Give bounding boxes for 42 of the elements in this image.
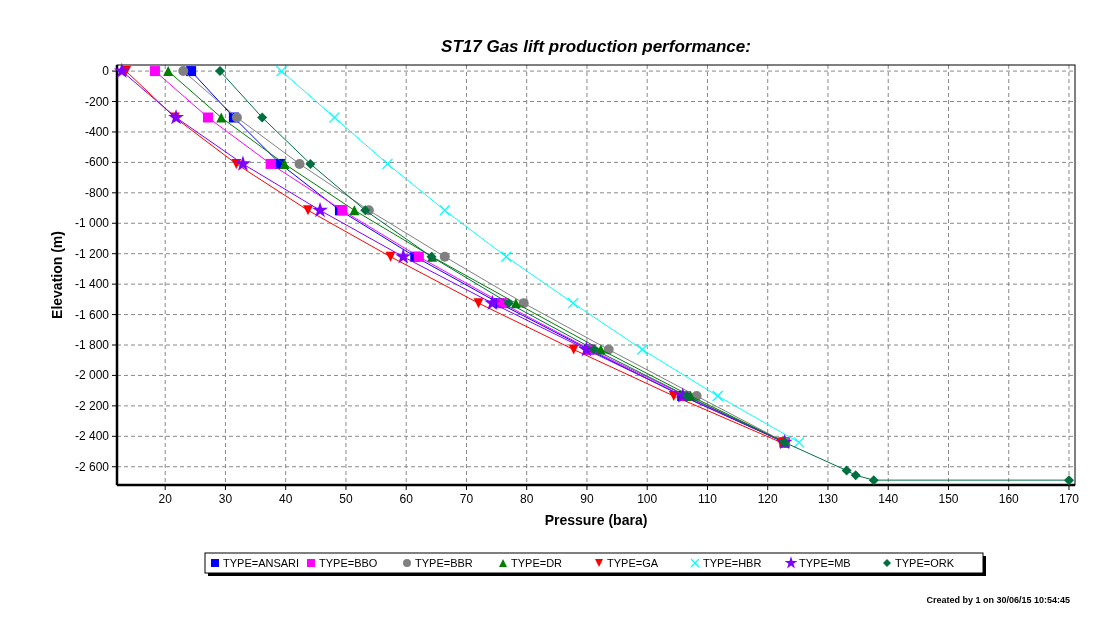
x-tick-label: 90	[580, 492, 594, 506]
legend-label: TYPE=BBO	[319, 557, 378, 569]
y-tick-label: -2 000	[74, 368, 110, 383]
chart-title: ST17 Gas lift production performance:	[441, 37, 751, 56]
y-axis-title: Elevation (m)	[49, 231, 65, 319]
legend-label: TYPE=ANSARI	[223, 557, 300, 569]
x-tick-label: 110	[697, 492, 718, 506]
x-axis-title: Pressure (bara)	[544, 512, 648, 528]
x-tick-label: 20	[158, 492, 173, 506]
y-tick-label: 0	[102, 64, 110, 79]
x-tick-label: 160	[998, 492, 1020, 506]
legend-label: TYPE=MB	[799, 557, 851, 569]
y-tick-label: -1 200	[74, 246, 110, 261]
x-tick-label: 130	[817, 492, 839, 506]
legend-label: TYPE=BBR	[415, 557, 473, 569]
x-tick-label: 170	[1058, 492, 1080, 506]
y-tick-label: -200	[84, 94, 110, 109]
y-tick-label: -2 200	[74, 398, 110, 413]
x-tick-label: 100	[637, 492, 658, 506]
legend-label: TYPE=DR	[511, 557, 563, 569]
x-tick-label: 30	[218, 492, 233, 506]
x-tick-label: 150	[938, 492, 959, 506]
y-tick-label: -800	[84, 185, 110, 200]
y-tick-label: -2 600	[74, 459, 110, 474]
x-tick-label: 50	[339, 492, 353, 506]
x-tick-label: 120	[757, 492, 779, 506]
legend-label: TYPE=GA	[607, 557, 659, 569]
x-tick-label: 140	[878, 492, 899, 506]
y-tick-label: -400	[84, 124, 110, 139]
legend-label: TYPE=HBR	[703, 557, 762, 569]
x-tick-label: 80	[520, 492, 534, 506]
y-tick-label: -600	[84, 155, 110, 170]
legend-label: TYPE=ORK	[895, 557, 955, 569]
text: Created by 1 on 30/06/15 10:54:45	[926, 595, 1070, 605]
x-tick-label: 40	[279, 492, 293, 506]
y-tick-label: -1 600	[74, 307, 110, 322]
y-tick-label: -1 000	[74, 216, 110, 231]
y-tick-label: -1 800	[74, 338, 110, 352]
y-tick-label: -2 400	[74, 429, 110, 444]
x-tick-label: 70	[459, 492, 474, 506]
x-tick-label: 60	[399, 492, 414, 506]
y-tick-label: -1 400	[74, 277, 110, 292]
